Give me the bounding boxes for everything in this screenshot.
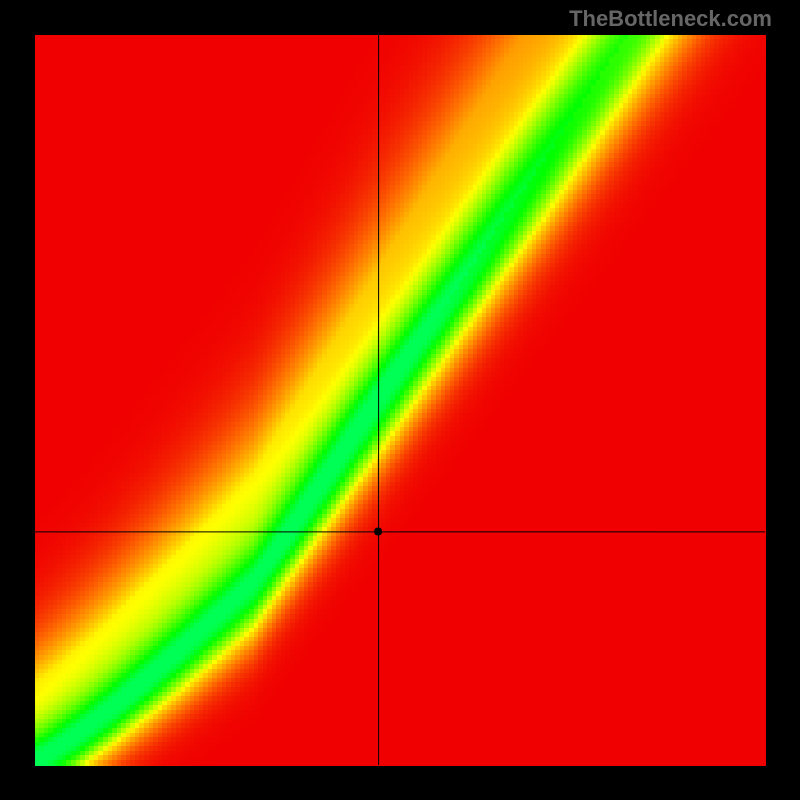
- watermark-label: TheBottleneck.com: [569, 6, 772, 32]
- chart-container: TheBottleneck.com: [0, 0, 800, 800]
- crosshair-overlay: [0, 0, 800, 800]
